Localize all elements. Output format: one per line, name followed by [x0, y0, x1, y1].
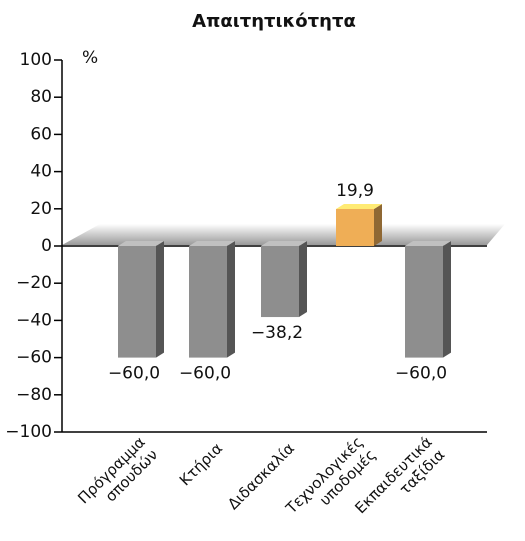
- y-tick-label: −40: [16, 310, 52, 330]
- y-tick-label: 20: [30, 199, 52, 219]
- bar-side: [374, 203, 382, 246]
- floor-plane: [62, 224, 505, 245]
- y-tick-label: 40: [30, 162, 52, 182]
- bar: [336, 208, 374, 246]
- y-tick-label: −20: [16, 273, 52, 293]
- bar: [261, 246, 299, 318]
- y-tick-label: 60: [30, 124, 52, 144]
- chart-title: Απαιτητικότητα: [192, 11, 356, 32]
- value-label: −60,0: [395, 364, 447, 384]
- y-tick-label: −100: [5, 422, 52, 442]
- bar-top: [118, 241, 164, 246]
- x-tick-label: Κτήρια: [176, 439, 226, 489]
- bar-side: [299, 241, 307, 318]
- y-axis-label: %: [82, 48, 98, 68]
- y-tick-label: −80: [16, 385, 52, 405]
- bar-top: [189, 241, 235, 246]
- bar-top: [336, 203, 382, 209]
- bar: [189, 246, 227, 358]
- bar-side: [156, 241, 164, 358]
- value-label: −60,0: [108, 364, 160, 384]
- bar-side: [227, 241, 235, 358]
- bar-top: [405, 241, 451, 246]
- y-tick-label: 0: [41, 236, 52, 256]
- bar-top: [261, 241, 307, 246]
- bar: [405, 246, 443, 358]
- y-tick-label: 80: [30, 87, 52, 107]
- bar: [118, 246, 156, 358]
- value-label: −38,2: [251, 323, 303, 343]
- value-label: 19,9: [336, 181, 374, 201]
- y-tick-label: 100: [20, 50, 52, 70]
- bar-side: [443, 241, 451, 358]
- y-tick-label: −60: [16, 348, 52, 368]
- value-label: −60,0: [179, 364, 231, 384]
